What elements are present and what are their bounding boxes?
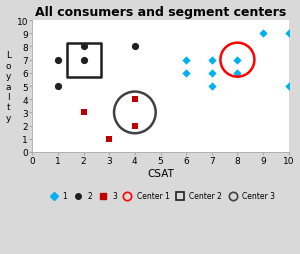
Point	[184, 58, 188, 62]
Point	[235, 72, 240, 76]
Point	[235, 58, 240, 62]
Point	[81, 111, 86, 115]
Point	[81, 45, 86, 49]
Point	[133, 98, 137, 102]
Point	[56, 85, 60, 89]
Point	[107, 137, 112, 141]
Point	[56, 58, 60, 62]
Point	[209, 85, 214, 89]
Point	[133, 45, 137, 49]
Point	[286, 85, 291, 89]
Point	[81, 58, 86, 62]
Point	[184, 72, 188, 76]
Point	[261, 32, 266, 36]
Point	[286, 32, 291, 36]
Point	[235, 58, 240, 62]
Point	[81, 58, 86, 62]
Y-axis label: L
o
y
a
l
t
y: L o y a l t y	[6, 51, 11, 122]
Point	[133, 111, 137, 115]
Title: All consumers and segment centers: All consumers and segment centers	[35, 6, 286, 19]
Point	[133, 124, 137, 128]
X-axis label: CSAT: CSAT	[147, 168, 174, 178]
Point	[209, 58, 214, 62]
Legend: 1, 2, 3, Center 1, Center 2, Center 3: 1, 2, 3, Center 1, Center 2, Center 3	[43, 189, 278, 204]
Point	[209, 72, 214, 76]
